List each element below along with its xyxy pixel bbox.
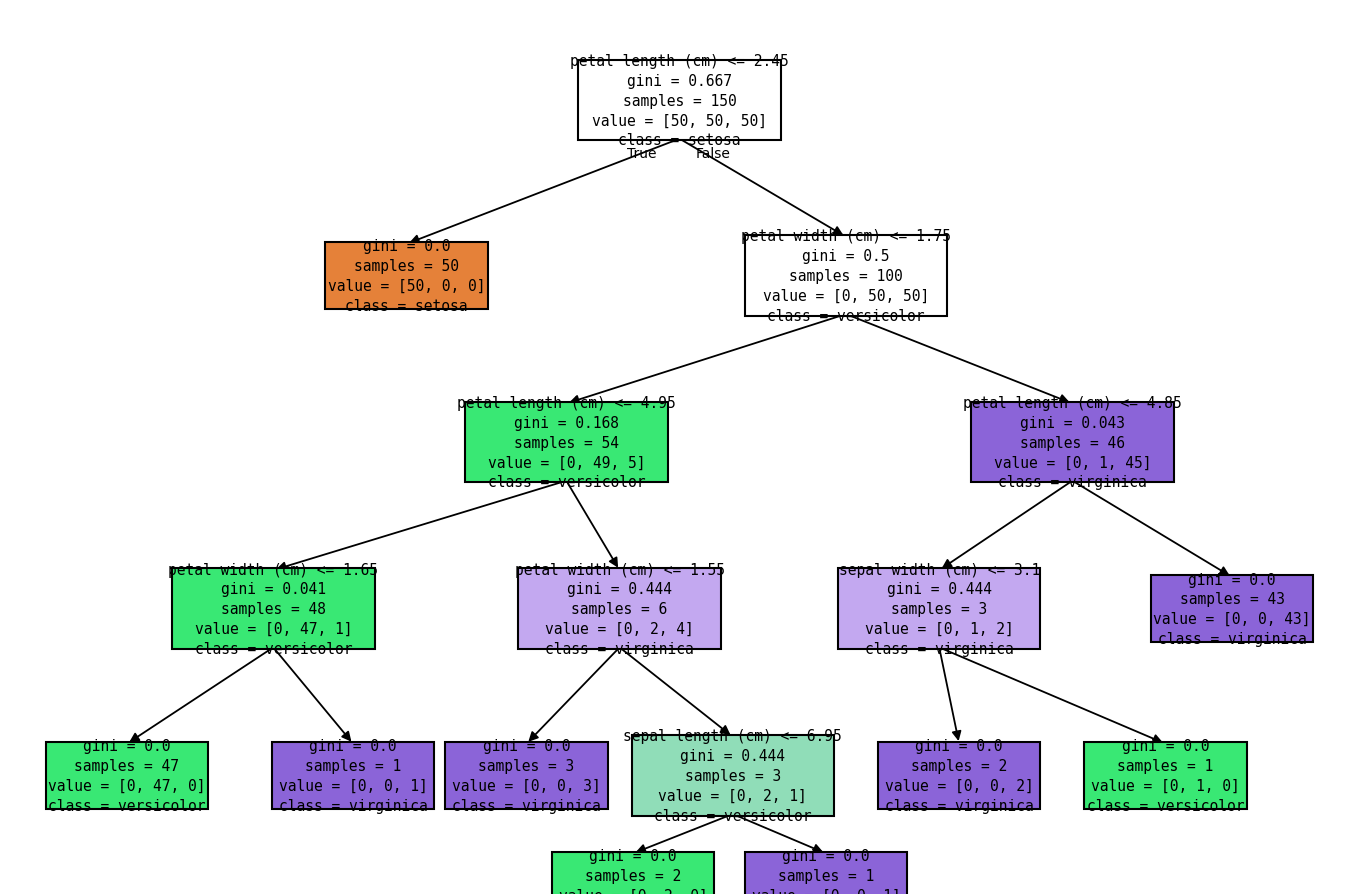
Text: gini = 0.0
samples = 3
value = [0, 0, 3]
class = virginica: gini = 0.0 samples = 3 value = [0, 0, 3]… xyxy=(453,738,601,813)
Text: gini = 0.0
samples = 50
value = [50, 0, 0]
class = setosa: gini = 0.0 samples = 50 value = [50, 0, … xyxy=(328,239,485,313)
FancyBboxPatch shape xyxy=(745,236,947,316)
FancyBboxPatch shape xyxy=(1084,742,1246,809)
FancyBboxPatch shape xyxy=(579,61,780,141)
FancyBboxPatch shape xyxy=(972,402,1174,483)
Text: gini = 0.0
samples = 2
value = [0, 2, 0]
class = versicolor: gini = 0.0 samples = 2 value = [0, 2, 0]… xyxy=(554,848,712,894)
FancyBboxPatch shape xyxy=(46,742,208,809)
Text: petal width (cm) <= 1.55
gini = 0.444
samples = 6
value = [0, 2, 4]
class = virg: petal width (cm) <= 1.55 gini = 0.444 sa… xyxy=(515,562,724,656)
FancyBboxPatch shape xyxy=(173,569,375,649)
FancyBboxPatch shape xyxy=(465,402,667,483)
FancyBboxPatch shape xyxy=(272,742,435,809)
Text: False: False xyxy=(696,147,730,161)
FancyBboxPatch shape xyxy=(1151,576,1313,643)
Text: petal width (cm) <= 1.75
gini = 0.5
samples = 100
value = [0, 50, 50]
class = ve: petal width (cm) <= 1.75 gini = 0.5 samp… xyxy=(741,229,951,324)
FancyBboxPatch shape xyxy=(518,569,720,649)
FancyBboxPatch shape xyxy=(552,852,713,894)
FancyBboxPatch shape xyxy=(839,569,1041,649)
FancyBboxPatch shape xyxy=(632,735,834,816)
Text: gini = 0.0
samples = 47
value = [0, 47, 0]
class = versicolor: gini = 0.0 samples = 47 value = [0, 47, … xyxy=(48,738,205,813)
Text: petal width (cm) <= 1.65
gini = 0.041
samples = 48
value = [0, 47, 1]
class = ve: petal width (cm) <= 1.65 gini = 0.041 sa… xyxy=(169,562,378,656)
FancyBboxPatch shape xyxy=(878,742,1041,809)
Text: gini = 0.0
samples = 43
value = [0, 0, 43]
class = virginica: gini = 0.0 samples = 43 value = [0, 0, 4… xyxy=(1154,572,1311,646)
Text: gini = 0.0
samples = 1
value = [0, 1, 0]
class = versicolor: gini = 0.0 samples = 1 value = [0, 1, 0]… xyxy=(1087,738,1245,813)
FancyBboxPatch shape xyxy=(745,852,908,894)
Text: sepal width (cm) <= 3.1
gini = 0.444
samples = 3
value = [0, 1, 2]
class = virgi: sepal width (cm) <= 3.1 gini = 0.444 sam… xyxy=(839,562,1040,656)
FancyBboxPatch shape xyxy=(325,243,488,309)
Text: gini = 0.0
samples = 1
value = [0, 0, 1]
class = virginica: gini = 0.0 samples = 1 value = [0, 0, 1]… xyxy=(752,848,901,894)
Text: gini = 0.0
samples = 2
value = [0, 0, 2]
class = virginica: gini = 0.0 samples = 2 value = [0, 0, 2]… xyxy=(885,738,1034,813)
Text: sepal length (cm) <= 6.95
gini = 0.444
samples = 3
value = [0, 2, 1]
class = ver: sepal length (cm) <= 6.95 gini = 0.444 s… xyxy=(624,729,843,822)
Text: True: True xyxy=(628,147,656,161)
Text: petal length (cm) <= 4.85
gini = 0.043
samples = 46
value = [0, 1, 45]
class = v: petal length (cm) <= 4.85 gini = 0.043 s… xyxy=(964,395,1182,490)
Text: petal length (cm) <= 2.45
gini = 0.667
samples = 150
value = [50, 50, 50]
class : petal length (cm) <= 2.45 gini = 0.667 s… xyxy=(571,54,788,148)
Text: petal length (cm) <= 4.95
gini = 0.168
samples = 54
value = [0, 49, 5]
class = v: petal length (cm) <= 4.95 gini = 0.168 s… xyxy=(457,395,675,490)
FancyBboxPatch shape xyxy=(446,742,607,809)
Text: gini = 0.0
samples = 1
value = [0, 0, 1]
class = virginica: gini = 0.0 samples = 1 value = [0, 0, 1]… xyxy=(279,738,428,813)
